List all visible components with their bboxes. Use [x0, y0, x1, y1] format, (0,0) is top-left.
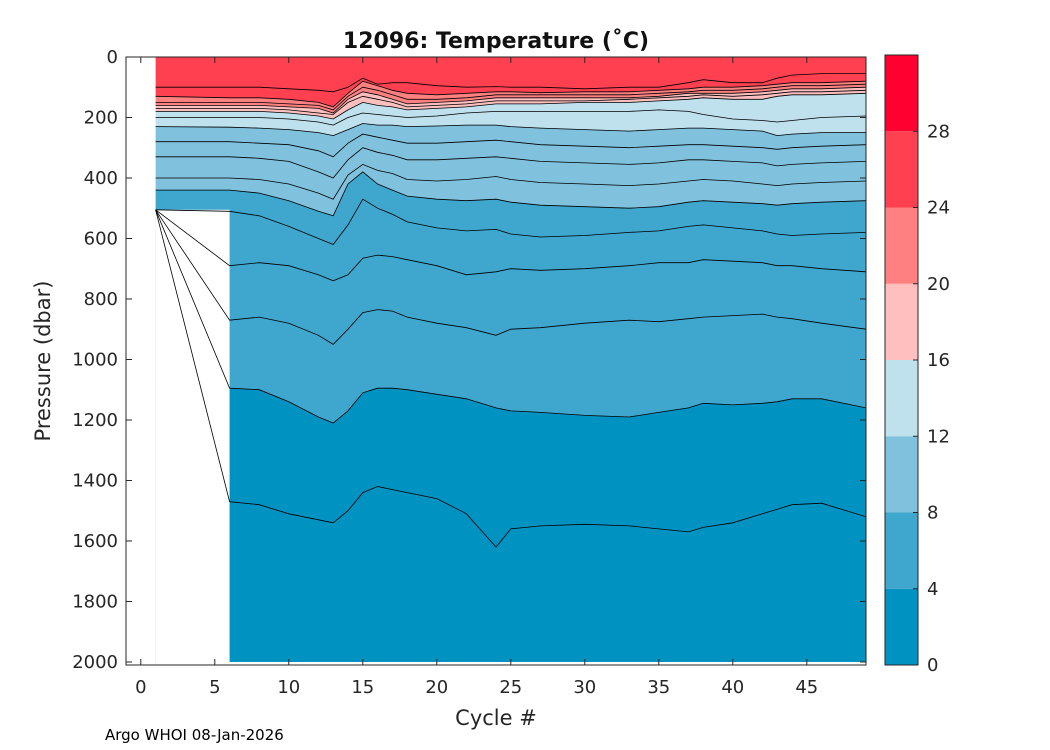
x-axis-ticks: 0 5 10 15 20 25 30 35 40 45	[135, 57, 818, 698]
colorbar-tick-label: 8	[927, 503, 938, 524]
x-tick-label: 15	[351, 677, 374, 698]
isotherm-10	[155, 147, 866, 179]
isotherm-8	[155, 171, 866, 217]
colorbar: 0 4 8 12 16 20 24 28	[884, 54, 950, 676]
x-tick-label: 40	[721, 677, 744, 698]
isotherm-9	[155, 163, 866, 200]
colorbar-band-8-12	[885, 436, 918, 513]
y-axis-label: Pressure (dbar)	[31, 281, 55, 442]
chart-title: 12096: Temperature (˚C)	[343, 29, 649, 54]
isotherm-20	[155, 86, 866, 114]
colorbar-band-0-4	[885, 588, 918, 665]
y-tick-label: 0	[107, 47, 118, 68]
plot-frame	[125, 56, 867, 666]
colorbar-band-4-8	[885, 512, 918, 589]
y-tick-label: 1200	[72, 410, 118, 431]
colorbar-tick-label: 12	[927, 426, 950, 447]
y-tick-label: 400	[84, 168, 118, 189]
colorbar-band-20-24	[885, 207, 918, 284]
y-tick-label: 200	[84, 107, 118, 128]
x-tick-label: 45	[795, 677, 818, 698]
y-tick-label: 1400	[72, 470, 118, 491]
x-tick-label: 30	[573, 677, 596, 698]
colorbar-tick-label: 0	[927, 655, 938, 676]
colorbar-band-28-32	[885, 55, 918, 132]
x-tick-label: 0	[135, 677, 146, 698]
isotherm-16	[155, 92, 866, 120]
isotherm-12	[155, 123, 866, 137]
x-tick-label: 20	[425, 677, 448, 698]
x-tick-label: 25	[499, 677, 522, 698]
isotherm-22	[155, 83, 866, 111]
no-data-left	[126, 57, 156, 665]
colorbar-band-12-16	[885, 360, 918, 437]
colorbar-band-16-20	[885, 283, 918, 360]
isotherm-6	[155, 209, 866, 282]
y-tick-label: 1800	[72, 591, 118, 612]
isotherm-18	[155, 89, 866, 115]
colorbar-tick-label: 4	[927, 579, 938, 600]
no-data-region	[126, 57, 866, 665]
x-tick-label: 5	[209, 677, 220, 698]
footer-credit: Argo WHOI 08-Jan-2026	[105, 726, 284, 744]
y-axis-ticks: 0 200 400 600 800 1000 1200 1400 1600 1800 2000	[72, 47, 866, 673]
no-data-shallow-profiles	[155, 209, 230, 665]
isotherm-26	[155, 73, 866, 93]
y-tick-label: 1000	[72, 349, 118, 370]
colorbar-tick-label: 24	[927, 198, 950, 219]
colorbar-tick-label: 28	[927, 121, 950, 142]
isotherm-14	[155, 109, 866, 126]
isotherm-3	[155, 209, 866, 548]
colorbar-band-24-28	[885, 131, 918, 208]
isotherm-5	[155, 209, 866, 345]
y-tick-label: 600	[84, 228, 118, 249]
colorbar-tick-label: 20	[927, 274, 950, 295]
isotherm-24	[155, 80, 866, 108]
isotherm-4	[155, 209, 866, 424]
colorbar-tick-label: 16	[927, 350, 950, 371]
y-tick-label: 800	[84, 289, 118, 310]
isotherm-7	[155, 198, 866, 245]
y-tick-label: 1600	[72, 531, 118, 552]
isotherm-11	[155, 133, 866, 158]
y-tick-label: 2000	[72, 652, 118, 673]
x-tick-label: 35	[647, 677, 670, 698]
contour-plot-area	[126, 57, 866, 665]
x-tick-label: 10	[277, 677, 300, 698]
x-axis-label: Cycle #	[455, 706, 537, 730]
isotherm-lines	[155, 73, 866, 548]
